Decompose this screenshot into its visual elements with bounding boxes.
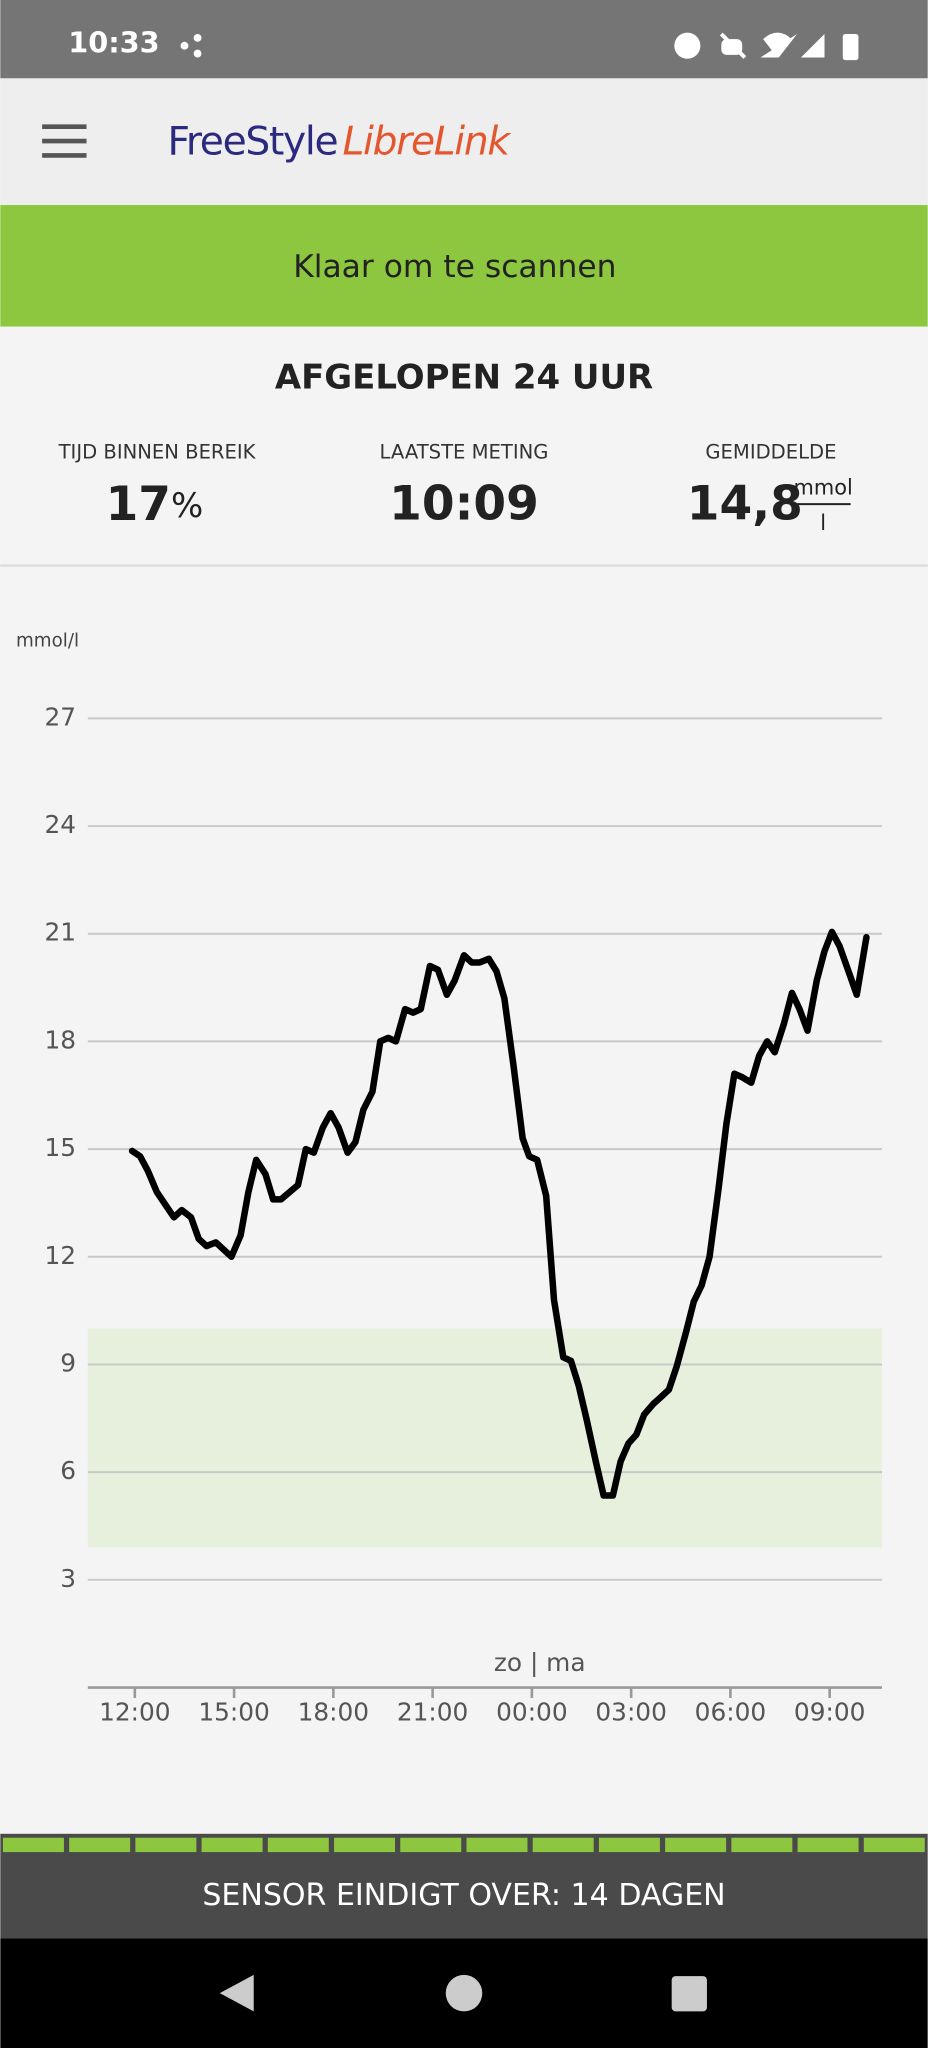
stat-unit: l — [820, 511, 826, 535]
stat-number: 17 — [106, 476, 171, 531]
stat-value: 14,8 — [687, 476, 803, 531]
x-tick-label: 18:00 — [298, 1698, 369, 1727]
progress-segment — [665, 1837, 727, 1853]
x-tick-label: 06:00 — [695, 1698, 766, 1727]
nav-recents[interactable] — [671, 1976, 707, 2012]
y-tick-label: 24 — [45, 810, 77, 839]
y-tick-label: 6 — [60, 1456, 76, 1485]
logo-part: FreeStyle — [168, 119, 338, 164]
chart: mmol/l 3 6 9 12 15 18 21 24 27 12:00 15:00 18:00 21:… — [16, 630, 882, 1727]
app-bar — [0, 78, 928, 206]
progress-segment — [598, 1837, 660, 1853]
day-annotation: zo | ma — [494, 1648, 586, 1677]
y-tick-label: 9 — [60, 1348, 76, 1377]
x-tick-label: 09:00 — [794, 1698, 865, 1727]
stat-value: 10:09 — [389, 476, 539, 531]
banner-text: Klaar om te scannen — [293, 249, 616, 285]
stat-label: GEMIDDELDE — [705, 441, 836, 464]
progress-segment — [863, 1837, 925, 1853]
sensor-progress — [2, 1837, 925, 1853]
nav-back[interactable] — [219, 1974, 254, 2012]
stat-label: TIJD BINNEN BEREIK — [58, 441, 257, 464]
glucose-line — [128, 928, 870, 1499]
y-tick-label: 18 — [45, 1025, 77, 1054]
x-tick-label: 21:00 — [397, 1698, 468, 1727]
progress-segment — [466, 1837, 528, 1853]
stat-unit: % — [171, 485, 203, 525]
sensor-text: SENSOR EINDIGT OVER: 14 DAGEN — [202, 1878, 725, 1913]
logo: FreeStyle LibreLink — [168, 119, 512, 164]
progress-segment — [532, 1837, 594, 1853]
banner[interactable] — [0, 205, 928, 327]
progress-segment — [400, 1837, 462, 1853]
progress-segment — [69, 1837, 131, 1853]
progress-segment — [334, 1837, 396, 1853]
stat-label: LAATSTE METING — [380, 441, 549, 464]
progress-segment — [201, 1837, 263, 1853]
x-tick-label: 00:00 — [496, 1698, 567, 1727]
target-range — [87, 1328, 882, 1548]
nav-home[interactable] — [445, 1974, 483, 2012]
progress-segment — [267, 1837, 329, 1853]
progress-segment — [731, 1837, 793, 1853]
stat-value: 17% — [106, 476, 204, 531]
progress-segment — [2, 1837, 64, 1853]
y-tick-label: 15 — [45, 1133, 77, 1162]
progress-segment — [135, 1837, 197, 1853]
x-tick-label: 15:00 — [198, 1698, 269, 1727]
y-tick-label: 27 — [45, 702, 77, 731]
summary-title: AFGELOPEN 24 UUR — [275, 357, 653, 397]
status-time: 10:33 — [68, 25, 159, 59]
y-tick-label: 12 — [45, 1241, 77, 1270]
logo-part: LibreLink — [343, 119, 512, 164]
y-axis-label: mmol/l — [16, 630, 79, 651]
x-tick-label: 03:00 — [595, 1698, 666, 1727]
x-tick-label: 12:00 — [99, 1698, 170, 1727]
y-tick-label: 3 — [60, 1564, 76, 1593]
menu-button[interactable] — [42, 124, 87, 158]
stat-unit: mmol — [794, 475, 853, 499]
status-icons — [180, 32, 859, 61]
y-tick-label: 21 — [45, 918, 77, 947]
progress-segment — [797, 1837, 859, 1853]
